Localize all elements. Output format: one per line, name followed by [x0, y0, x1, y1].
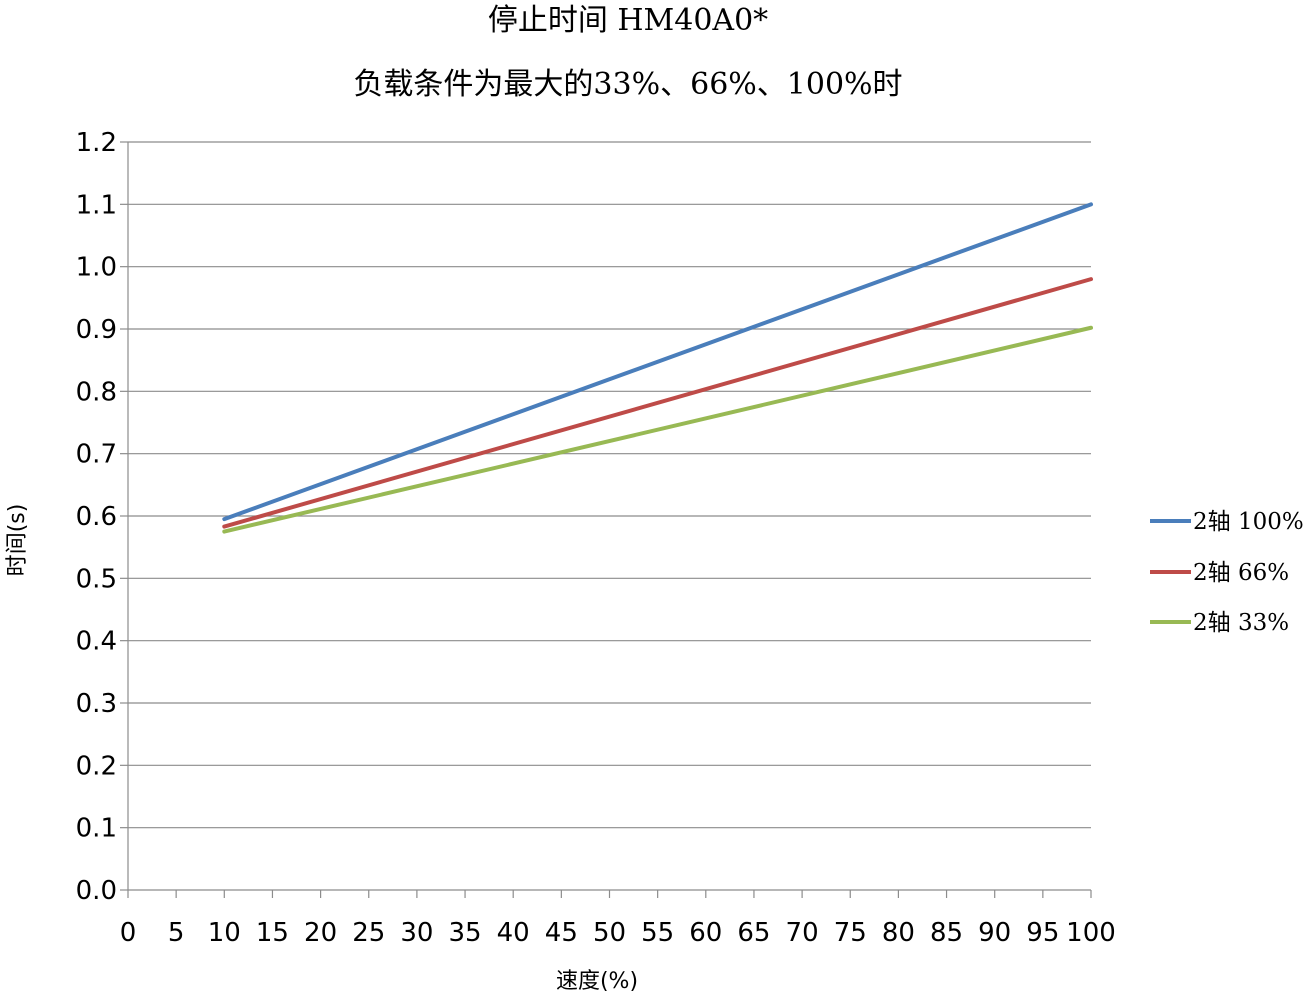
x-tick-label: 90: [978, 918, 1011, 948]
legend: 2轴 100% 2轴 66% 2轴 33%: [1150, 509, 1304, 636]
legend-label-1: 2轴 66%: [1193, 560, 1289, 586]
x-tick-label: 75: [834, 918, 867, 948]
x-tick-label: 100: [1066, 918, 1116, 948]
x-tick-label: 50: [593, 918, 626, 948]
y-tick-label: 0.1: [76, 814, 117, 844]
chart-subtitle: 负载条件为最大的33%、66%、100%时: [353, 67, 902, 102]
x-axis-title: 速度(%): [556, 969, 638, 994]
series-line-1: [222, 277, 1093, 529]
legend-label-0: 2轴 100%: [1193, 509, 1304, 535]
y-tick-label: 0.4: [76, 627, 117, 657]
y-tick-label: 1.2: [76, 128, 117, 158]
x-tick-label: 10: [208, 918, 241, 948]
y-tick-label: 0.7: [76, 440, 117, 470]
chart-title: 停止时间 HM40A0*: [488, 3, 768, 38]
x-tick-label: 20: [304, 918, 337, 948]
y-tick-label: 1.1: [76, 190, 117, 220]
series-line-2: [222, 325, 1093, 534]
x-tick-label: 95: [1026, 918, 1059, 948]
x-tick-label: 70: [786, 918, 819, 948]
legend-label-2: 2轴 33%: [1193, 610, 1289, 636]
y-tick-label: 0.3: [76, 689, 117, 719]
x-tick-label: 45: [545, 918, 578, 948]
y-axis-ticks: 0.0 0.1 0.2 0.3 0.4 0.5 0.6 0.7 0.8 0.9 1.0 1.1 1.2: [76, 128, 128, 906]
series-line-0: [222, 202, 1093, 522]
series-lines: [222, 202, 1093, 534]
y-tick-label: 1.0: [76, 253, 117, 283]
y-tick-label: 0.0: [76, 876, 117, 906]
x-tick-label: 60: [689, 918, 722, 948]
gridlines: [128, 141, 1091, 829]
x-tick-label: 25: [352, 918, 385, 948]
x-tick-label: 0: [120, 918, 137, 948]
x-tick-label: 65: [737, 918, 770, 948]
y-tick-label: 0.2: [76, 751, 117, 781]
x-tick-label: 85: [930, 918, 963, 948]
x-tick-label: 40: [497, 918, 530, 948]
y-tick-label: 0.5: [76, 564, 117, 594]
y-tick-label: 0.8: [76, 377, 117, 407]
x-tick-label: 5: [168, 918, 185, 948]
x-tick-label: 35: [449, 918, 482, 948]
x-tick-label: 80: [882, 918, 915, 948]
x-tick-label: 15: [256, 918, 289, 948]
y-axis-title: 时间(s): [5, 504, 30, 577]
x-tick-label: 55: [641, 918, 674, 948]
y-tick-label: 0.9: [76, 315, 117, 345]
x-axis-ticks: 0 5 10 15 20 25 30 35 40 45 50 55 60 65 70 75 80 85 90 95 10…: [120, 890, 1116, 948]
y-tick-label: 0.6: [76, 502, 117, 532]
x-tick-label: 30: [400, 918, 433, 948]
